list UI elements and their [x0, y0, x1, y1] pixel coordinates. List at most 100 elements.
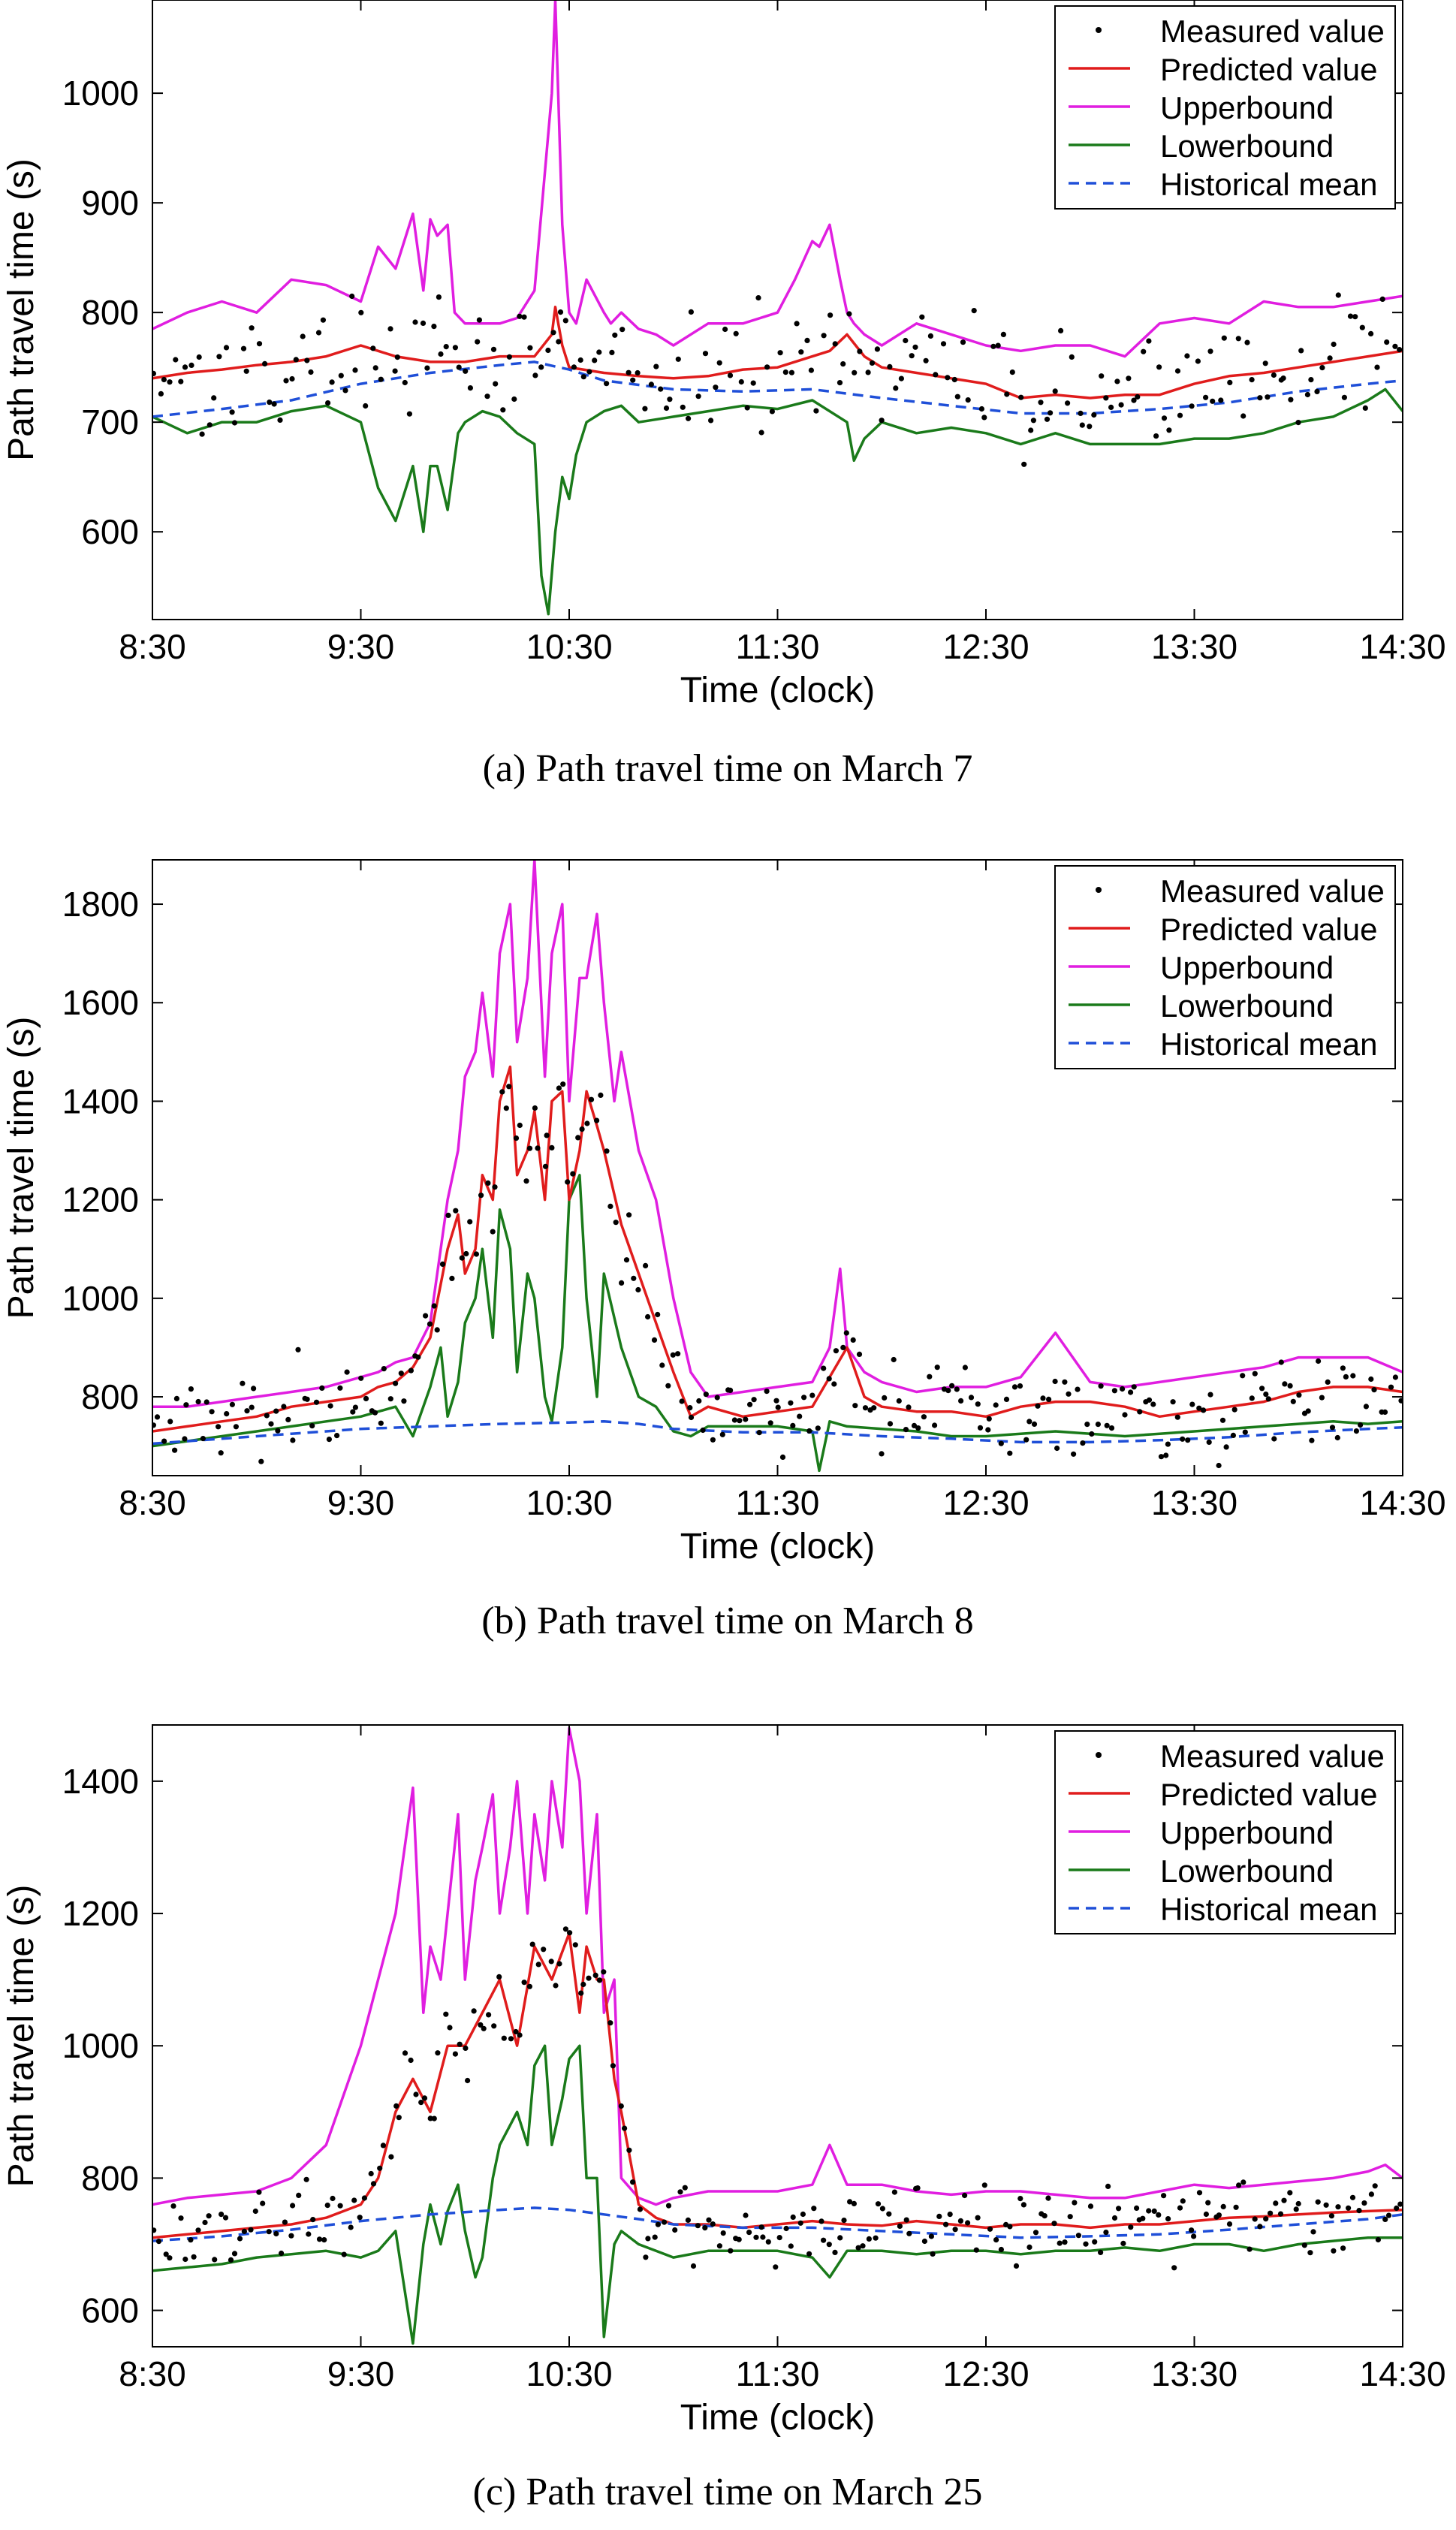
measured-point — [998, 1440, 1004, 1446]
measured-point — [928, 2233, 934, 2239]
measured-point — [182, 364, 188, 370]
measured-point — [898, 375, 904, 381]
measured-point — [463, 2045, 469, 2051]
measured-point — [182, 2256, 188, 2263]
measured-point — [1105, 2183, 1111, 2189]
measured-point — [584, 1120, 590, 1126]
measured-point — [903, 337, 909, 344]
measured-point — [1233, 2204, 1239, 2210]
measured-point — [200, 1436, 206, 1442]
measured-point — [233, 1424, 239, 1430]
measured-point — [513, 2028, 519, 2035]
measured-point — [415, 1354, 421, 1360]
series-line-upperbound — [152, 1726, 1403, 2206]
measured-point — [306, 2231, 312, 2237]
measured-point — [897, 2223, 903, 2229]
measured-point — [452, 345, 459, 351]
measured-point — [1075, 1386, 1081, 1392]
measured-point — [1236, 2182, 1242, 2188]
y-tick-label: 1200 — [62, 1894, 139, 1933]
measured-point — [826, 1376, 832, 1382]
measured-point — [1048, 410, 1054, 416]
measured-point — [850, 1337, 856, 1343]
measured-point — [891, 1356, 897, 1363]
measured-point — [351, 2197, 357, 2203]
measured-point — [387, 1396, 393, 1402]
measured-point — [575, 1135, 581, 1141]
measured-point — [1084, 1422, 1090, 1428]
measured-point — [277, 417, 283, 424]
measured-point — [813, 408, 819, 414]
y-tick-label: 1400 — [62, 1762, 139, 1801]
measured-point — [652, 2234, 658, 2240]
measured-point — [874, 346, 880, 352]
measured-point — [893, 385, 899, 391]
measured-point — [1273, 2200, 1279, 2206]
measured-point — [1375, 2236, 1381, 2243]
measured-point — [607, 2020, 613, 2026]
measured-point — [223, 345, 230, 351]
measured-point — [526, 1145, 533, 1151]
measured-point — [436, 294, 442, 300]
measured-point — [1007, 1450, 1013, 1456]
measured-point — [1095, 1422, 1101, 1428]
measured-point — [962, 1365, 968, 1371]
measured-point — [837, 2235, 843, 2241]
measured-point — [695, 394, 701, 400]
measured-point — [971, 308, 977, 314]
measured-point — [586, 1975, 592, 1981]
measured-point — [202, 2219, 208, 2226]
measured-point — [911, 1422, 918, 1428]
measured-point — [851, 2200, 857, 2206]
measured-point — [508, 2036, 514, 2042]
measured-point — [873, 2235, 879, 2241]
measured-point — [738, 378, 744, 385]
measured-point — [921, 2238, 927, 2245]
measured-point — [1221, 335, 1227, 341]
measured-point — [1189, 403, 1195, 409]
measured-point — [728, 1387, 734, 1393]
measured-point — [782, 369, 788, 375]
measured-point — [521, 314, 527, 320]
measured-point — [1163, 1452, 1169, 1458]
measured-point — [334, 1433, 340, 1439]
measured-point — [852, 369, 858, 375]
measured-point — [663, 405, 670, 412]
x-tick-label: 8:30 — [119, 1483, 186, 1522]
measured-point — [188, 1386, 194, 1392]
measured-point — [1316, 1358, 1322, 1365]
measured-point — [1288, 397, 1294, 403]
measured-point — [273, 2230, 279, 2237]
measured-point — [1153, 433, 1159, 439]
measured-point — [1240, 413, 1246, 419]
measured-point — [631, 1275, 637, 1281]
measured-point — [580, 374, 586, 380]
measured-point — [1362, 405, 1368, 412]
measured-point — [452, 2051, 459, 2057]
measured-point — [643, 2254, 649, 2260]
measured-point — [240, 345, 247, 351]
measured-point — [750, 380, 756, 386]
measured-point — [1171, 2265, 1177, 2271]
measured-point — [594, 1117, 600, 1123]
measured-point — [936, 2213, 942, 2219]
measured-point — [651, 1337, 658, 1343]
measured-point — [249, 325, 255, 331]
measured-point — [1042, 2213, 1048, 2219]
measured-point — [1165, 2216, 1171, 2222]
measured-point — [927, 1374, 933, 1380]
x-tick-label: 10:30 — [526, 2354, 612, 2393]
measured-point — [1030, 418, 1036, 424]
measured-point — [788, 2243, 794, 2249]
measured-point — [396, 2115, 402, 2121]
measured-point — [833, 1348, 839, 1354]
measured-point — [1388, 1384, 1394, 1390]
measured-point — [1287, 2190, 1293, 2196]
measured-point — [975, 2215, 981, 2221]
measured-point — [747, 1401, 753, 1407]
measured-point — [746, 2230, 752, 2236]
x-tick-label: 8:30 — [119, 627, 186, 666]
measured-point — [1296, 1392, 1302, 1398]
y-tick-label: 1000 — [62, 2026, 139, 2065]
legend-label: Measured value — [1160, 1738, 1385, 1774]
